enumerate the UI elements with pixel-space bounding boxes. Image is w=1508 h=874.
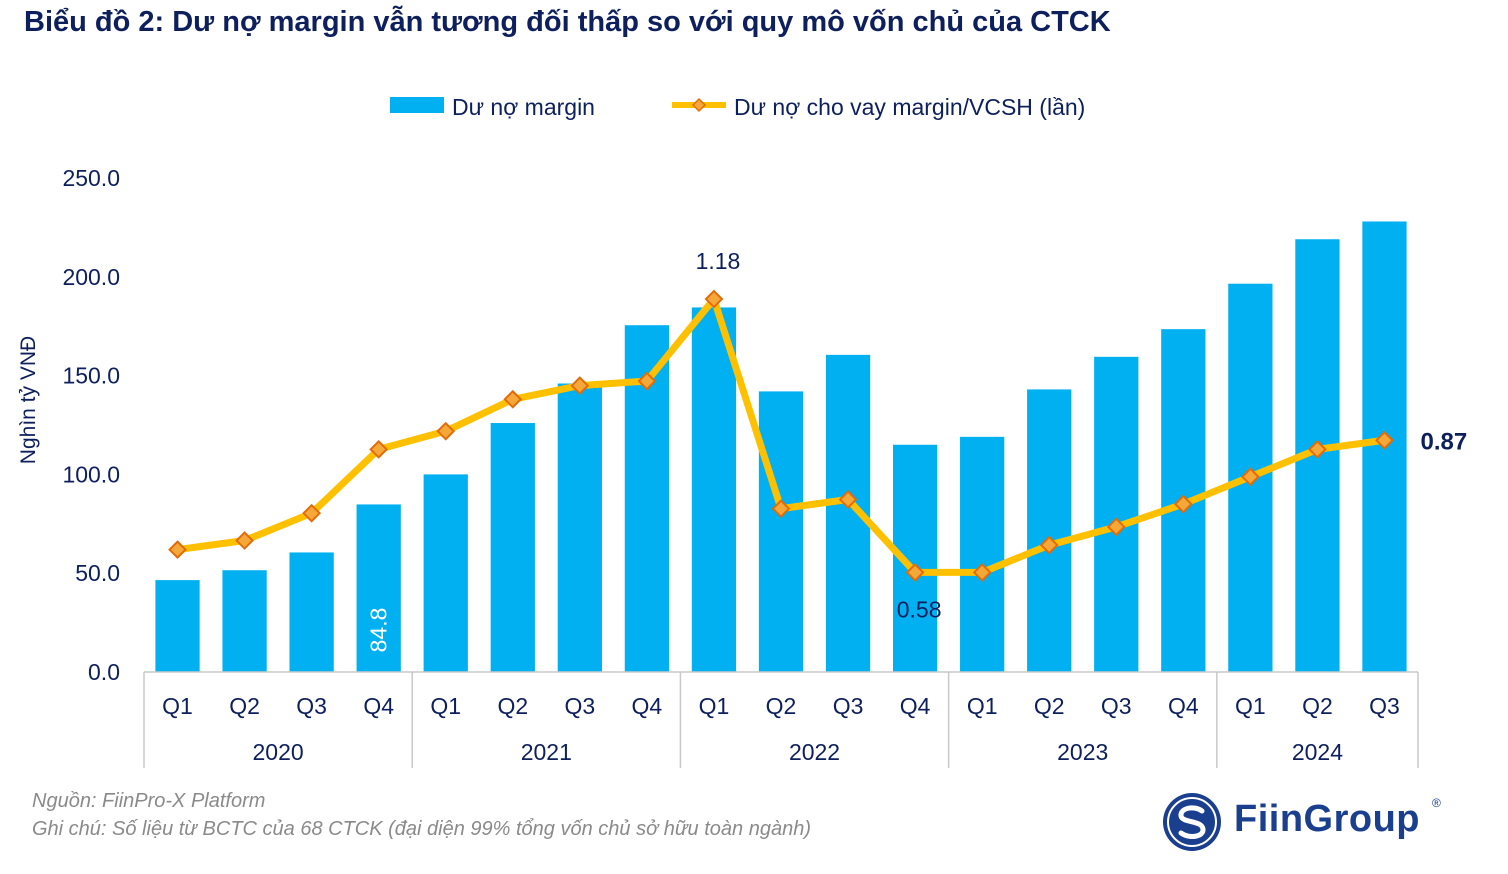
- ratio-marker: [704, 289, 724, 309]
- y-tick-label: 50.0: [75, 560, 120, 586]
- ratio-marker: [905, 563, 925, 582]
- fiingroup-logo-reg: ®: [1432, 796, 1441, 810]
- bar: [490, 423, 535, 672]
- x-tick-label: Q4: [1168, 693, 1199, 719]
- ratio-marker: [570, 376, 590, 396]
- ratio-marker: [503, 389, 523, 409]
- year-label: 2024: [1292, 739, 1343, 765]
- ratio-marker: [302, 503, 322, 523]
- x-tick-label: Q2: [229, 693, 260, 719]
- bar: [289, 552, 334, 672]
- y-tick-label: 250.0: [62, 165, 120, 191]
- x-tick-label: Q4: [900, 693, 931, 719]
- ratio-marker: [1039, 535, 1059, 555]
- year-label: 2021: [521, 739, 572, 765]
- x-tick-label: Q1: [967, 693, 998, 719]
- bar: [423, 474, 468, 672]
- fiingroup-logo: FiinGroup ®: [1162, 792, 1452, 852]
- x-tick-label: Q1: [430, 693, 461, 719]
- ratio-marker: [1173, 494, 1193, 514]
- bar: [1027, 389, 1072, 672]
- fiingroup-logo-text: FiinGroup: [1234, 798, 1421, 840]
- x-tick-label: Q3: [1369, 693, 1400, 719]
- x-tick-label: Q1: [1235, 693, 1266, 719]
- x-tick-label: Q3: [1101, 693, 1132, 719]
- year-label: 2022: [789, 739, 840, 765]
- footer-source: Nguồn: FiinPro-X Platform: [32, 790, 266, 812]
- y-tick-label: 150.0: [62, 363, 120, 389]
- ratio-marker: [1240, 467, 1260, 487]
- year-label: 2023: [1057, 739, 1108, 765]
- bar: [691, 307, 737, 672]
- x-tick-label: Q3: [564, 693, 595, 719]
- x-tick-label: Q1: [699, 693, 730, 719]
- ratio-marker: [771, 499, 791, 519]
- ratio-marker: [1308, 439, 1327, 459]
- y-tick-label: 100.0: [62, 461, 120, 487]
- y-tick-label: 0.0: [88, 659, 120, 685]
- x-tick-label: Q2: [766, 693, 797, 719]
- bar: [960, 436, 1005, 672]
- x-tick-label: Q2: [1034, 693, 1065, 719]
- fiingroup-logo-icon: [1163, 793, 1221, 851]
- bar: [557, 383, 602, 672]
- line-data-label: 0.58: [897, 596, 942, 622]
- legend-bar-label: Dư nợ margin: [452, 94, 595, 120]
- ratio-marker: [235, 531, 254, 550]
- footer-note: Ghi chú: Số liệu từ BCTC của 68 CTCK (đạ…: [32, 818, 811, 840]
- ratio-marker: [838, 490, 858, 509]
- y-tick-label: 200.0: [62, 264, 120, 290]
- bar: [222, 570, 267, 672]
- line-data-label: 0.87: [1420, 428, 1467, 455]
- bar: [1094, 356, 1139, 672]
- bar-data-label: 84.8: [366, 608, 392, 653]
- x-tick-label: Q4: [632, 693, 663, 719]
- ratio-marker: [436, 421, 456, 441]
- legend-bar-swatch: [390, 97, 444, 113]
- x-tick-label: Q2: [497, 693, 528, 719]
- x-tick-label: Q3: [296, 693, 327, 719]
- ratio-marker: [168, 540, 187, 560]
- ratio-marker: [1375, 430, 1394, 450]
- ratio-marker: [637, 371, 657, 391]
- x-tick-label: Q4: [363, 693, 394, 719]
- x-tick-label: Q2: [1302, 693, 1333, 719]
- legend-line-marker: [691, 97, 707, 113]
- chart: Dư nợ margin Dư nợ cho vay margin/VCSH (l…: [17, 94, 1467, 768]
- legend-line-label: Dư nợ cho vay margin/VCSH (lần): [734, 94, 1085, 120]
- x-tick-label: Q3: [833, 693, 864, 719]
- line-data-label: 1.18: [696, 248, 741, 274]
- ratio-marker: [972, 563, 992, 582]
- ratio-marker: [369, 439, 389, 459]
- x-tick-label: Q1: [162, 693, 193, 719]
- chart-title: Biểu đồ 2: Dư nợ margin vẫn tương đối th…: [24, 6, 1111, 38]
- year-label: 2020: [253, 739, 304, 765]
- bar: [356, 504, 401, 672]
- ratio-marker: [1106, 517, 1126, 537]
- bar: [758, 391, 804, 672]
- y-axis-title: Nghìn tỷ VNĐ: [17, 336, 40, 464]
- bar: [155, 580, 200, 672]
